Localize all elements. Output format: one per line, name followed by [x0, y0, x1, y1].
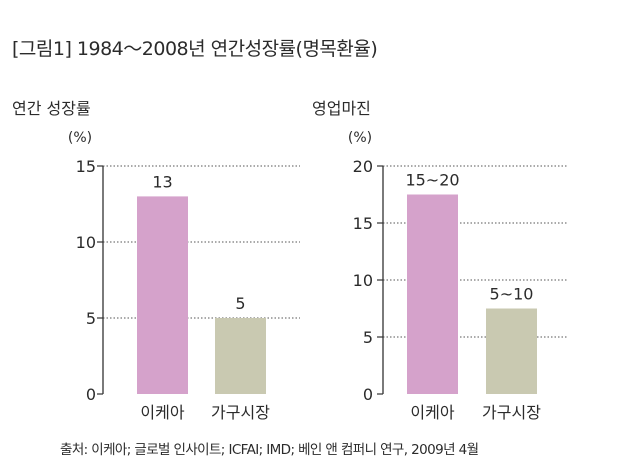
y-tick-label: 5 — [363, 328, 373, 347]
growth-chart-unit: (%) — [68, 130, 92, 146]
y-tick-label: 0 — [363, 385, 373, 404]
bar — [486, 308, 537, 394]
y-tick-label: 10 — [76, 233, 96, 252]
data-label: 5~10 — [490, 285, 534, 304]
y-tick-label: 15 — [76, 157, 96, 176]
data-label: 15~20 — [405, 171, 459, 190]
figure-title: [그림1] 1984～2008년 연간성장률(명목환율) — [12, 38, 378, 60]
y-tick-label: 15 — [353, 214, 373, 233]
operating-margin-chart: 영업마진 (%) 0 5 10 15 20 15~20 이케아 5~10 가구시장 — [312, 99, 568, 422]
category-label: 가구시장 — [211, 403, 270, 422]
y-tick-label: 5 — [86, 309, 96, 328]
growth-rate-chart: 연간 성장률 (%) 0 5 10 15 13 이케아 5 가구시장 — [12, 99, 300, 422]
bar — [137, 196, 188, 394]
category-label: 가구시장 — [482, 403, 541, 422]
margin-chart-unit: (%) — [348, 130, 372, 146]
y-tick-label: 20 — [353, 157, 373, 176]
data-label: 13 — [152, 172, 172, 191]
bar — [215, 318, 266, 394]
category-label: 이케아 — [410, 403, 454, 422]
category-label: 이케아 — [140, 403, 184, 422]
y-tick-label: 10 — [353, 271, 373, 290]
y-tick-label: 0 — [86, 385, 96, 404]
margin-chart-title: 영업마진 — [312, 99, 371, 118]
source-note: 출처: 이케아; 글로벌 인사이트; ICFAI; IMD; 베인 앤 컴퍼니 … — [60, 442, 479, 458]
data-label: 5 — [235, 294, 245, 313]
bar — [407, 194, 458, 394]
growth-chart-title: 연간 성장률 — [12, 99, 91, 118]
